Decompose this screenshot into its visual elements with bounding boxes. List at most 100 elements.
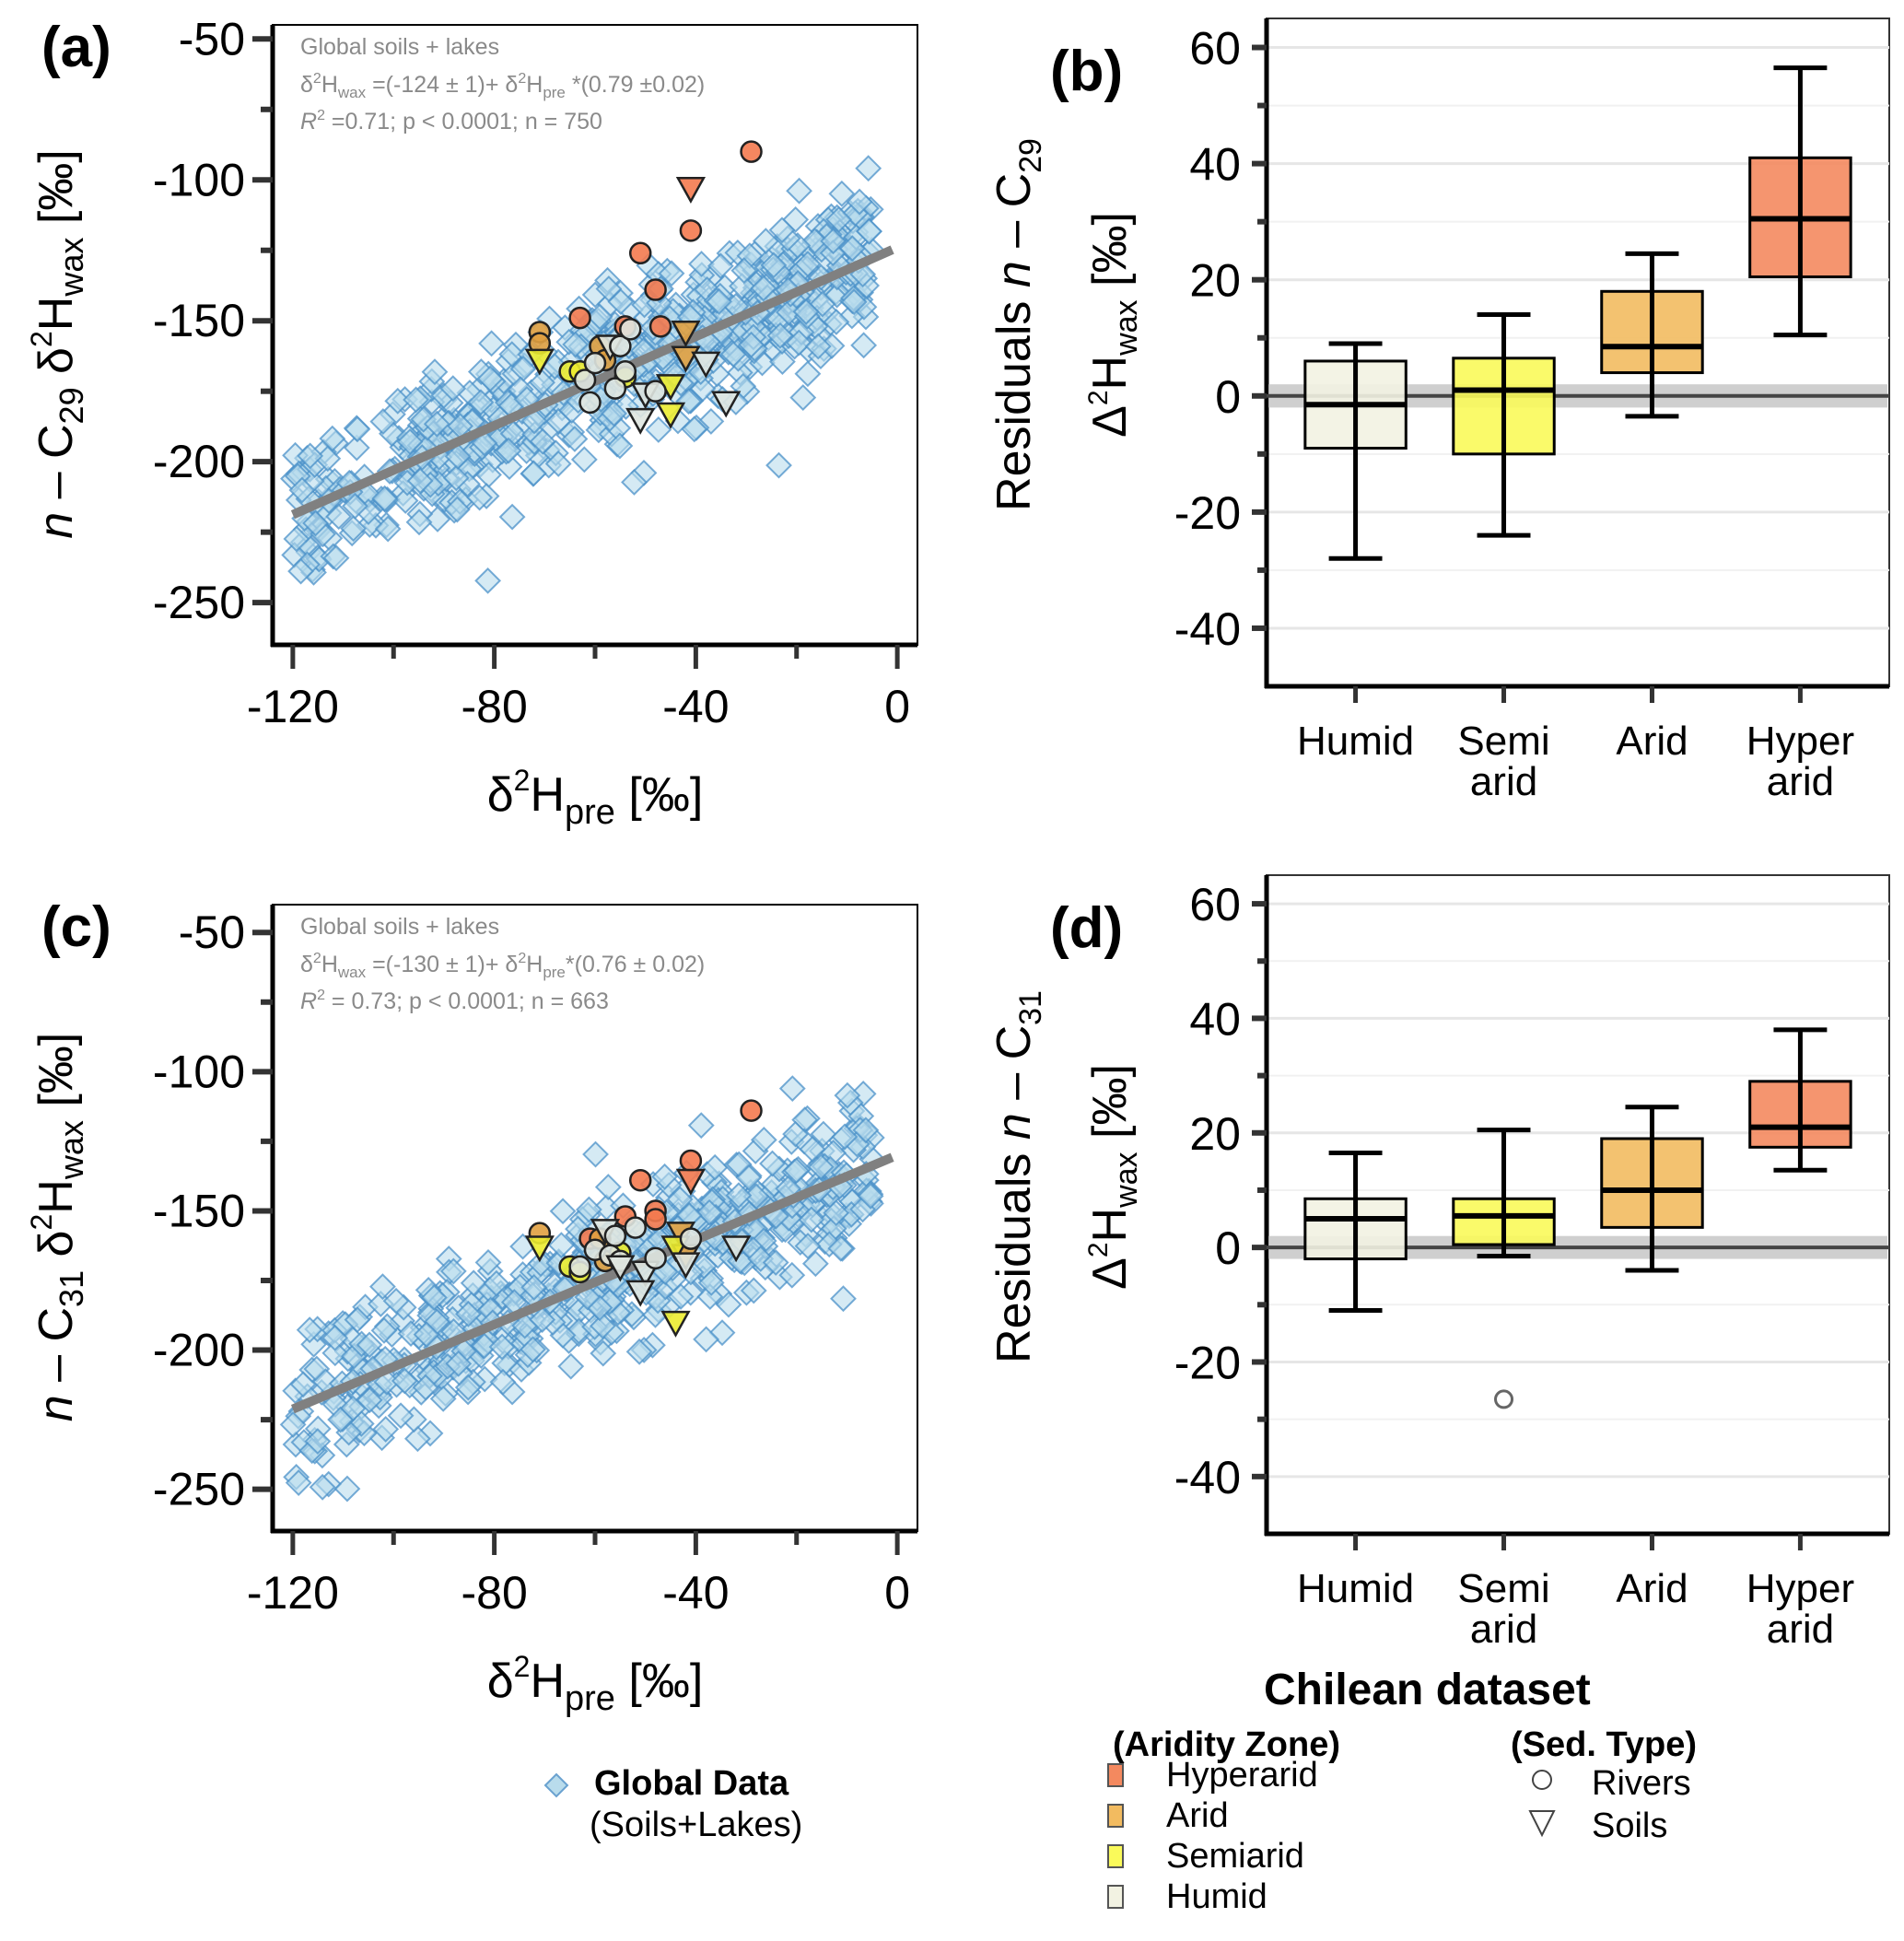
global-data-point	[439, 375, 467, 403]
chilean-soil-point	[675, 1168, 707, 1196]
legend-swatch-humid	[1107, 1885, 1124, 1909]
global-data-point	[778, 1261, 806, 1289]
y-tick-label: 60	[1189, 23, 1241, 75]
box-humid: Humid	[1297, 1151, 1414, 1611]
global-data-point	[520, 460, 547, 487]
y-tick-label: -20	[1174, 1337, 1241, 1388]
global-data-point	[778, 1075, 806, 1103]
legend-type-label: Rivers	[1592, 1764, 1691, 1803]
global-data-point	[582, 1140, 609, 1168]
global-data-point	[651, 1163, 678, 1190]
global-data-point	[476, 365, 504, 392]
y-tick-label: -200	[153, 436, 245, 487]
global-data-point	[283, 525, 310, 553]
yl-c: – C	[987, 173, 1041, 261]
global-data-point	[302, 509, 329, 537]
yl-sup: 2	[25, 1214, 58, 1231]
x-category-label: Semi	[1457, 719, 1549, 764]
legend-zone-title: (Aridity Zone)	[1113, 1725, 1340, 1764]
global-data-point	[413, 1321, 440, 1349]
chilean-soil-point	[711, 391, 742, 418]
global-data-point	[855, 155, 882, 182]
chilean-river-point	[740, 1099, 763, 1122]
global-data-point	[601, 400, 627, 427]
y-axis-title: n – C31 δ2Hwax [‰]	[25, 1033, 90, 1421]
global-data-point	[621, 469, 648, 496]
legend-zone-label: Semiarid	[1166, 1837, 1304, 1876]
xl-sub: pre	[565, 1679, 615, 1718]
yl-c: – C	[29, 424, 83, 511]
y-axis-title-line1: Residuals n – C29	[987, 138, 1048, 511]
regression-line	[290, 1152, 894, 1414]
y-axis-title-line2: Δ2Hwax [‰]	[1083, 1064, 1144, 1290]
eq-sup: 2	[313, 951, 321, 966]
global-data-point	[725, 1151, 753, 1178]
yl-delta: δ	[29, 1230, 83, 1269]
chilean-river-point	[568, 1255, 591, 1279]
y-tick-label: 40	[1189, 993, 1241, 1045]
chilean-river-point	[573, 368, 597, 392]
global-data-point	[423, 410, 450, 438]
yl-sub: 29	[1013, 138, 1048, 173]
y-tick-label: 40	[1189, 139, 1241, 191]
global-data-point	[520, 1274, 548, 1301]
global-data-point	[488, 1333, 516, 1361]
legend-global-subtitle: (Soils+Lakes)	[590, 1806, 802, 1844]
global-data-point	[340, 1342, 368, 1370]
global-data-point	[825, 205, 853, 233]
yl-unit: [‰]	[29, 149, 83, 237]
global-data-point	[697, 1269, 725, 1296]
chilean-soil-point	[524, 348, 555, 376]
box-arid: Arid	[1600, 251, 1704, 764]
global-data-point	[396, 428, 424, 455]
global-data-point	[561, 426, 589, 452]
chilean-soil-point	[605, 1255, 636, 1282]
annotation-title: Global soils + lakes	[300, 914, 499, 940]
global-data-point	[719, 341, 747, 368]
global-data-point	[625, 1338, 653, 1365]
global-data-point	[529, 427, 556, 455]
global-data-point	[420, 1284, 448, 1311]
diamond-icon	[543, 1772, 569, 1798]
x-tick-label: 0	[884, 1567, 910, 1619]
global-data-point	[549, 1198, 577, 1225]
yl-h: H	[1083, 1208, 1137, 1243]
chilean-soil-point	[524, 1235, 555, 1263]
global-data-point	[667, 1283, 695, 1310]
global-data-point	[372, 1416, 400, 1443]
global-data-point	[850, 332, 878, 359]
xl-sub: pre	[565, 793, 615, 832]
box-humid: Humid	[1297, 341, 1414, 764]
y-tick-label: 0	[1215, 371, 1241, 423]
xl-h: H	[530, 1655, 565, 1708]
global-data-point	[333, 1475, 361, 1503]
panel-c-scatter: -50 -100 -150 -200 -250 -120 -80 -40 0 Global soi…	[25, 895, 918, 1718]
global-data-point	[807, 1153, 835, 1181]
eq-h: H	[321, 952, 338, 977]
xl-sup: 2	[514, 764, 531, 797]
global-data-point	[765, 451, 792, 479]
global-data-point	[429, 1385, 457, 1412]
chilean-river-point	[644, 278, 667, 301]
global-data-point	[529, 368, 555, 396]
circle-icon	[1532, 1770, 1552, 1790]
chilean-river-point	[603, 1224, 627, 1247]
global-data-point	[645, 416, 672, 443]
stat-rest: =0.71; p < 0.0001; n = 750	[325, 109, 602, 134]
global-data-point	[287, 557, 314, 585]
chilean-soil-point	[655, 402, 686, 429]
global-data-point	[520, 1336, 546, 1363]
global-data-point	[852, 1117, 880, 1144]
global-data-point	[707, 252, 734, 280]
chilean-river-point	[644, 1208, 667, 1231]
legend-swatch-semiarid	[1107, 1844, 1124, 1868]
global-data-point	[856, 217, 882, 245]
stat-rest: = 0.73; p < 0.0001; n = 663	[325, 988, 609, 1014]
yl-sup: 2	[1083, 390, 1114, 405]
global-data-point	[834, 1082, 861, 1109]
global-data-point	[760, 251, 788, 279]
chilean-river-point	[609, 334, 632, 357]
panel-a-scatter: -50 -100 -150 -200 -250 -120 -80 -40 0 Global soi…	[25, 13, 918, 832]
annotation-equation: δ2Hwax =(-130 ± 1)+ δ2Hpre*(0.76 ± 0.02)	[300, 951, 705, 981]
